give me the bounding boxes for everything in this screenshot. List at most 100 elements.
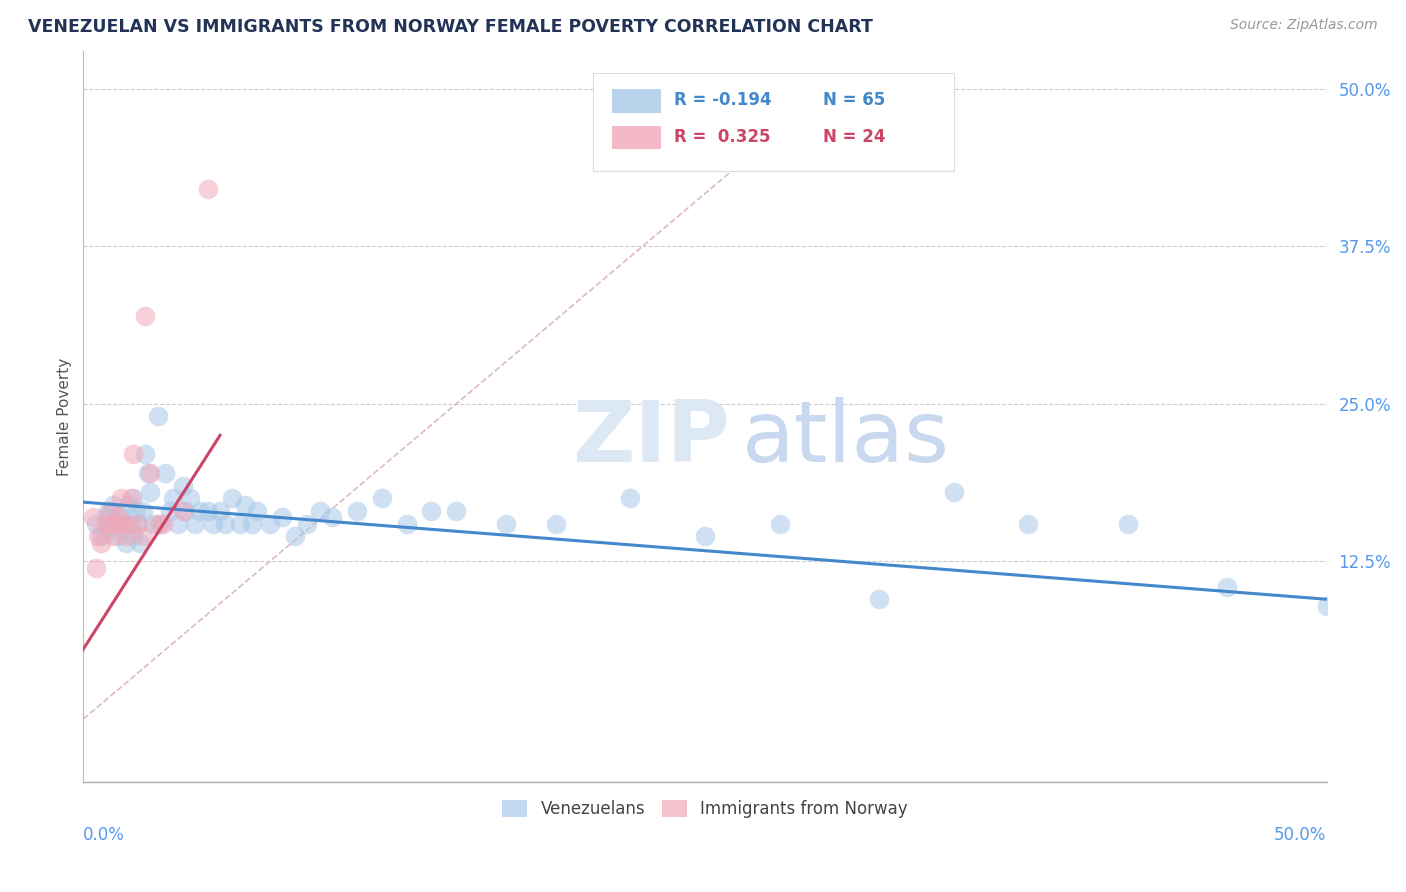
Point (152, 516, 174, 531)
Point (142, 516, 165, 531)
Point (114, 535, 136, 549)
Point (942, 485, 965, 500)
Point (127, 516, 149, 531)
Point (768, 516, 790, 531)
Point (221, 491, 243, 506)
Point (172, 504, 194, 518)
Point (308, 504, 330, 518)
Point (114, 529, 136, 543)
Point (446, 504, 468, 518)
Point (246, 504, 269, 518)
Point (229, 516, 252, 531)
Point (136, 466, 159, 480)
Point (233, 498, 256, 512)
Text: Source: ZipAtlas.com: Source: ZipAtlas.com (1230, 18, 1378, 32)
Point (166, 516, 188, 531)
Point (112, 516, 135, 531)
Point (122, 447, 145, 461)
Point (97, 516, 120, 531)
Point (214, 516, 236, 531)
Point (122, 491, 145, 506)
Point (97, 523, 120, 537)
Point (104, 516, 127, 531)
Point (107, 510, 129, 524)
Point (139, 466, 162, 480)
Point (101, 529, 124, 543)
Legend: Venezuelans, Immigrants from Norway: Venezuelans, Immigrants from Norway (495, 794, 914, 825)
Point (495, 516, 517, 531)
Point (90, 529, 112, 543)
Point (97, 504, 120, 518)
Point (420, 504, 443, 518)
Point (179, 491, 201, 506)
Point (395, 516, 418, 531)
Point (132, 504, 155, 518)
Text: R = -0.194: R = -0.194 (673, 91, 772, 110)
Point (346, 504, 368, 518)
Point (122, 529, 145, 543)
Text: 50.0%: 50.0% (1274, 826, 1327, 844)
Point (120, 516, 142, 531)
Point (1116, 516, 1139, 531)
Point (271, 510, 294, 524)
Text: N = 24: N = 24 (823, 128, 886, 146)
Point (117, 516, 139, 531)
Point (197, 182, 219, 196)
Point (544, 516, 567, 531)
Point (868, 592, 890, 607)
Point (104, 516, 127, 531)
Point (129, 535, 152, 549)
Point (184, 516, 207, 531)
FancyBboxPatch shape (612, 126, 661, 150)
Point (90, 535, 112, 549)
FancyBboxPatch shape (612, 89, 661, 113)
Point (94, 510, 117, 524)
Point (209, 504, 232, 518)
Point (127, 516, 149, 531)
Point (162, 491, 184, 506)
Point (112, 516, 135, 531)
Point (321, 510, 343, 524)
Point (149, 516, 172, 531)
Text: ZIP: ZIP (572, 397, 730, 480)
Point (139, 485, 162, 500)
Point (110, 510, 132, 524)
Point (100, 504, 122, 518)
Point (295, 516, 318, 531)
Y-axis label: Female Poverty: Female Poverty (58, 358, 72, 475)
Point (124, 504, 146, 518)
Point (101, 498, 124, 512)
Text: 0.0%: 0.0% (83, 826, 125, 844)
Point (619, 491, 641, 506)
Point (155, 466, 177, 480)
Text: atlas: atlas (742, 397, 950, 480)
Point (84, 516, 107, 531)
Point (284, 529, 307, 543)
Point (259, 516, 281, 531)
Point (201, 516, 224, 531)
Point (146, 516, 169, 531)
Point (146, 409, 169, 424)
Point (84, 560, 107, 574)
Point (82, 510, 104, 524)
Point (134, 447, 156, 461)
Point (1017, 516, 1039, 531)
Point (132, 529, 155, 543)
Point (159, 504, 181, 518)
Point (110, 491, 132, 506)
Point (188, 504, 211, 518)
Point (172, 479, 194, 493)
Point (174, 504, 197, 518)
Text: R =  0.325: R = 0.325 (673, 128, 770, 146)
Point (1216, 580, 1239, 594)
Point (107, 529, 129, 543)
Text: VENEZUELAN VS IMMIGRANTS FROM NORWAY FEMALE POVERTY CORRELATION CHART: VENEZUELAN VS IMMIGRANTS FROM NORWAY FEM… (28, 18, 873, 36)
FancyBboxPatch shape (593, 72, 953, 171)
Point (120, 491, 142, 506)
Point (240, 516, 263, 531)
Point (197, 504, 219, 518)
Point (693, 529, 716, 543)
Point (370, 491, 392, 506)
Point (134, 309, 156, 323)
Text: N = 65: N = 65 (823, 91, 886, 110)
